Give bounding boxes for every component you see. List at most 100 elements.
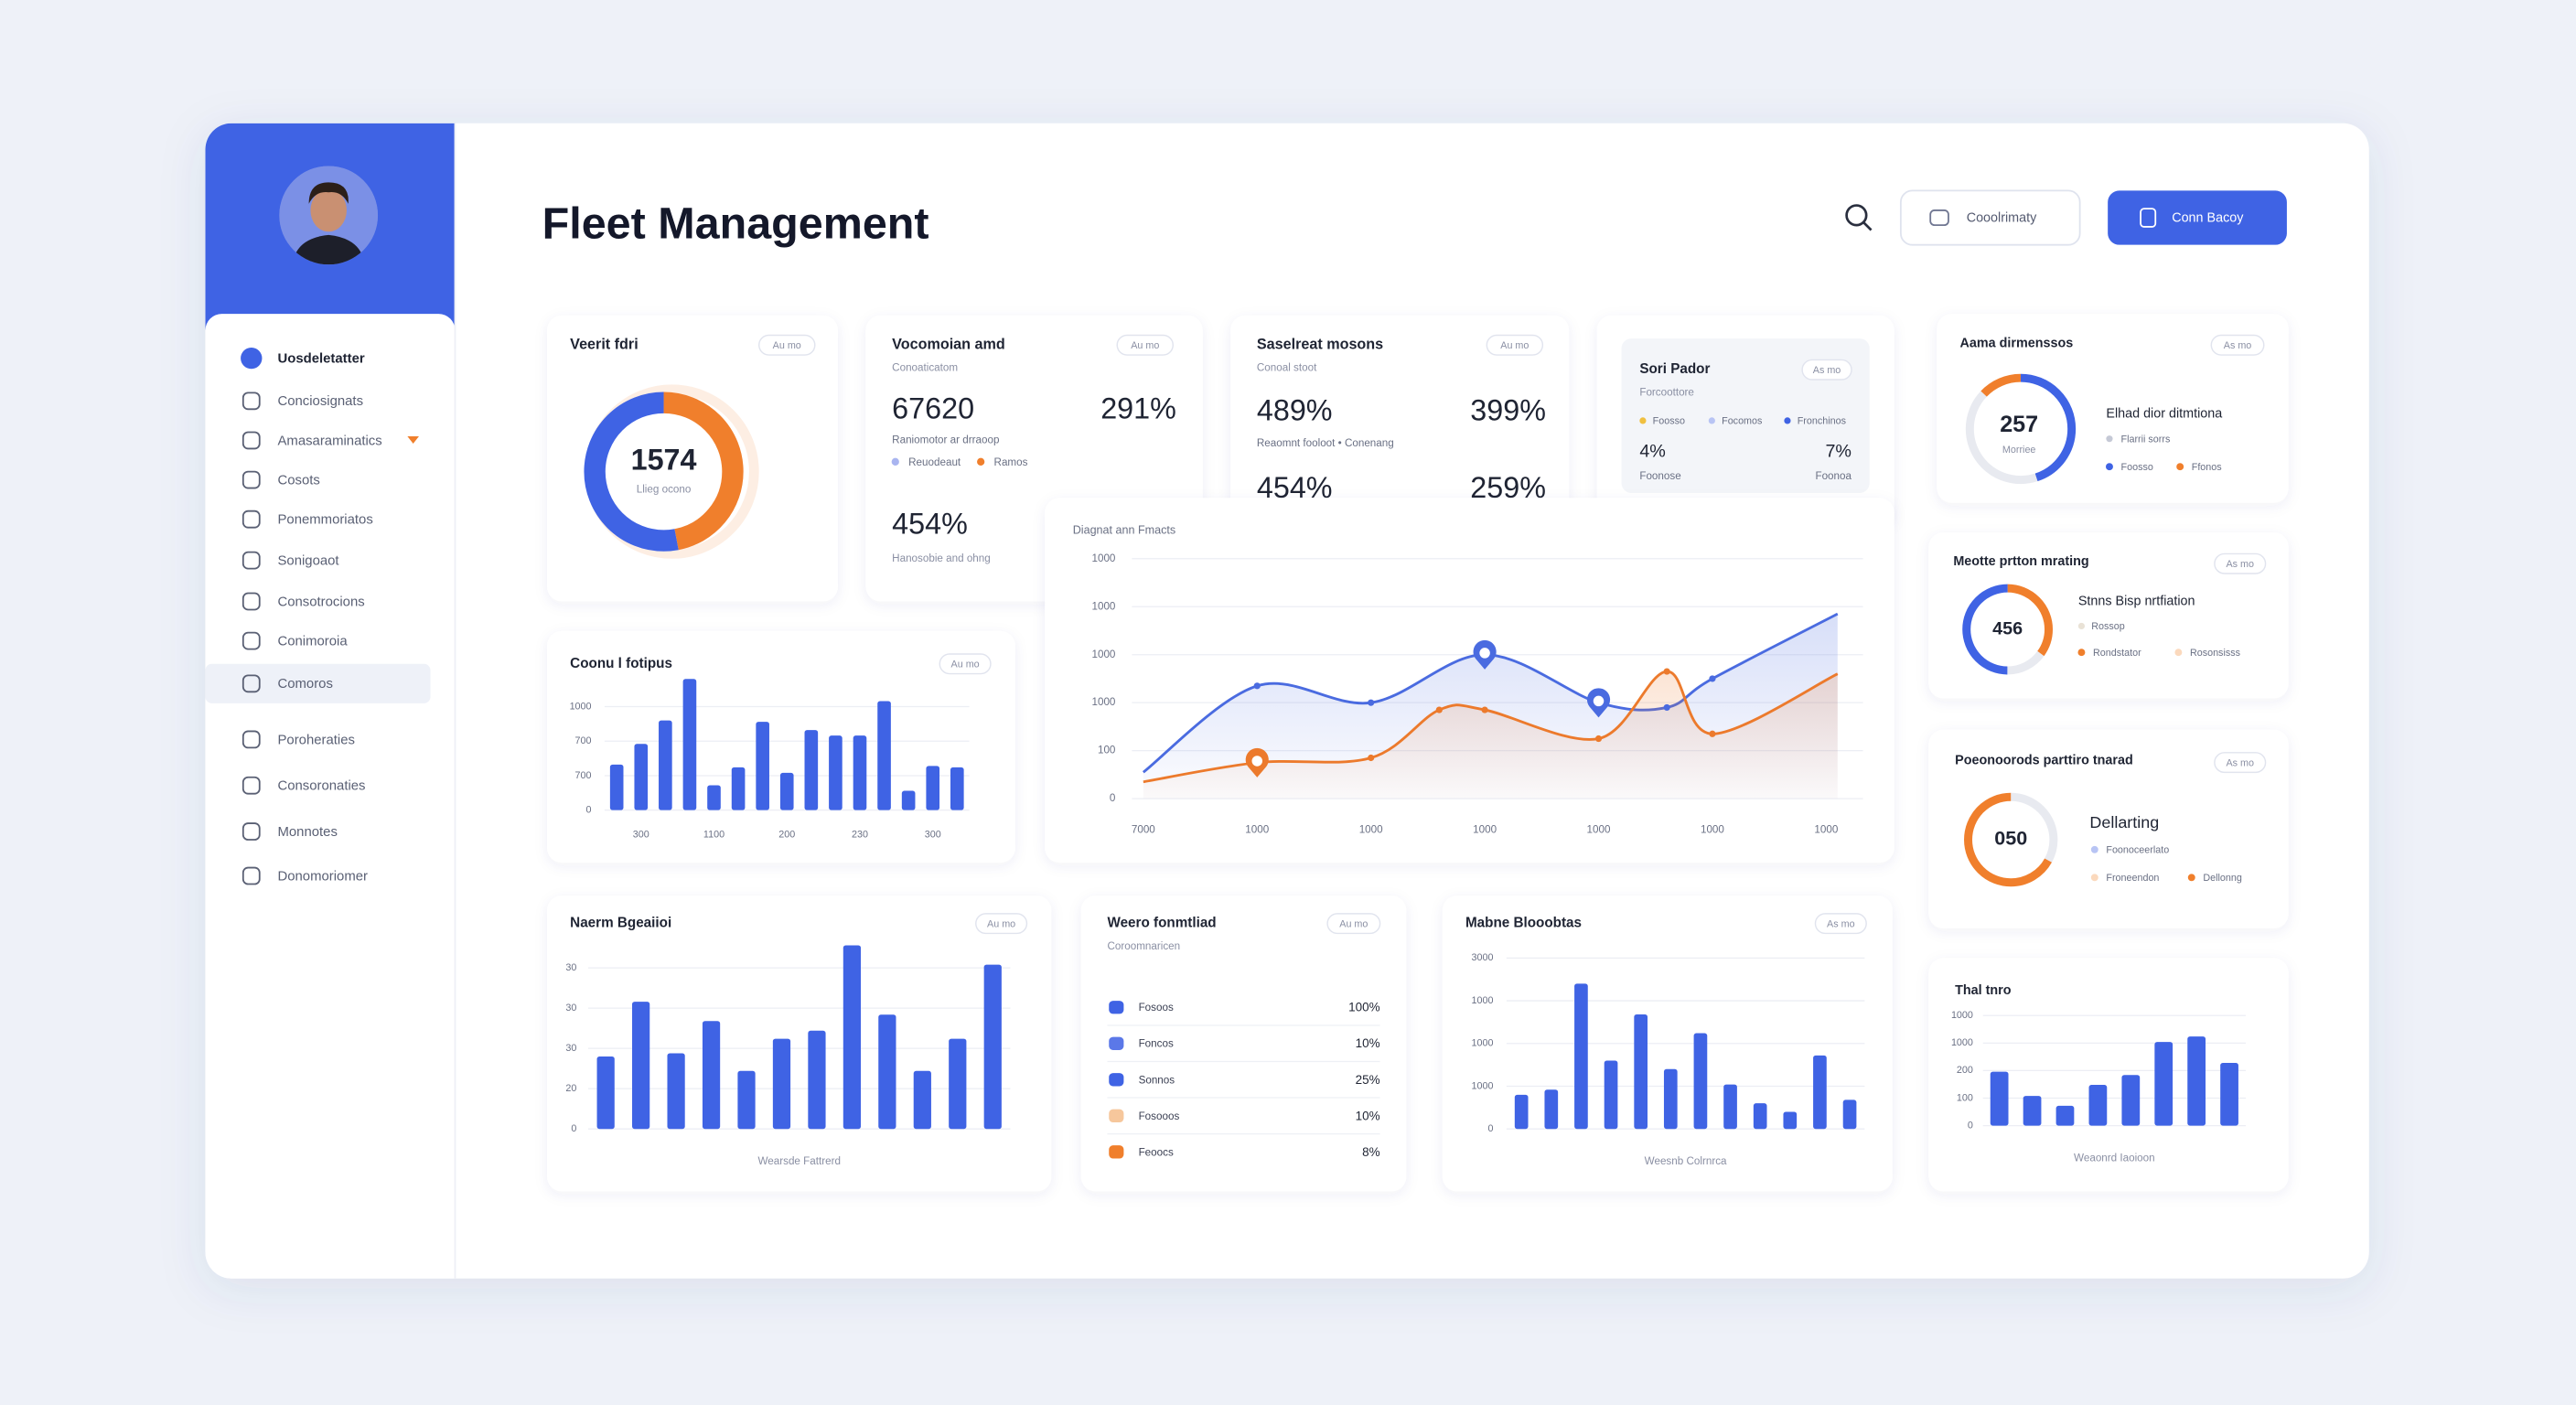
menu-icon <box>242 391 261 411</box>
x-tick-label: 1000 <box>1814 823 1838 835</box>
y-tick-label: 1000 <box>1472 1080 1494 1091</box>
legend-dot <box>1708 417 1715 424</box>
card-heading: Elhad dior ditmtiona <box>2106 407 2222 422</box>
badge-label: Au mo <box>1339 918 1368 929</box>
badge[interactable] <box>2214 552 2267 574</box>
sidebar <box>205 123 456 1279</box>
donut-value: 050 <box>1994 827 2027 850</box>
y-tick-label: 100 <box>1098 745 1116 756</box>
button-label: Conn Bacoy <box>2172 211 2244 226</box>
donut-segment <box>1962 584 2054 675</box>
card-subtitle: Conoaticatom <box>892 361 958 373</box>
row-label: Fosooos <box>1139 1110 1180 1122</box>
line <box>1143 670 1839 784</box>
menu-icon <box>242 551 261 570</box>
badge-label: Au mo <box>1131 340 1159 351</box>
menu-item[interactable]: Amasaraminatics <box>278 434 382 448</box>
point <box>1709 730 1716 737</box>
y-tick-label: 1000 <box>1951 1037 1973 1048</box>
card-line: Foonoceerlato <box>2106 845 2169 856</box>
x-tick-label: 1000 <box>1245 823 1269 835</box>
bar <box>901 790 916 810</box>
avatar[interactable] <box>279 166 379 265</box>
x-tick-label: 230 <box>852 829 868 840</box>
menu-item[interactable]: Monnotes <box>278 825 338 840</box>
legend-dot <box>2106 435 2113 443</box>
menu-item[interactable]: Ponemmoriatos <box>278 513 373 528</box>
x-tick-label: 300 <box>633 829 649 840</box>
badge[interactable] <box>2210 334 2265 356</box>
menu-icon <box>242 866 261 885</box>
menu-item[interactable]: Conciosignats <box>278 394 364 409</box>
menu-icon <box>241 347 263 370</box>
row-icon <box>1109 1036 1124 1050</box>
menu-item[interactable]: Uosdeletatter <box>278 351 365 366</box>
bar <box>1753 1103 1767 1130</box>
bar <box>1544 1089 1559 1130</box>
bar <box>2220 1062 2238 1126</box>
badge-label: Au mo <box>951 660 980 670</box>
y-tick-label: 0 <box>571 1123 576 1134</box>
bar <box>737 1070 756 1130</box>
y-tick-label: 1000 <box>1091 649 1115 660</box>
badge[interactable] <box>757 334 816 356</box>
legend-dot <box>2106 463 2113 471</box>
menu-item[interactable]: Comoros <box>278 677 333 692</box>
badge[interactable] <box>2214 752 2267 774</box>
bar <box>878 1014 896 1130</box>
x-tick-label: 1100 <box>703 829 724 840</box>
dropdown-arrow[interactable] <box>407 435 419 445</box>
secondary-button[interactable]: Cooolrimaty <box>1899 189 2081 246</box>
badge[interactable] <box>975 913 1028 935</box>
menu-item[interactable]: Cosots <box>278 473 320 488</box>
legend-label: Dellonng <box>2203 873 2242 884</box>
menu-item[interactable]: Donomoriomer <box>278 869 369 884</box>
badge[interactable] <box>1326 913 1381 935</box>
y-tick-label: 30 <box>565 1043 576 1054</box>
menu-item[interactable]: Sonigoaot <box>278 553 340 568</box>
primary-button[interactable]: Conn Bacoy <box>2108 190 2287 245</box>
badge-label: As mo <box>2226 757 2254 768</box>
search-button[interactable] <box>1845 204 1873 231</box>
badge[interactable] <box>1116 334 1175 356</box>
card-title: Thal tnro <box>1955 983 2012 998</box>
menu-item[interactable]: Poroheraties <box>278 733 355 747</box>
menu-icon <box>242 509 261 529</box>
card-title: Aama dirmenssos <box>1960 336 2074 350</box>
legend-label: Focomos <box>1722 416 1762 427</box>
badge-label: Au mo <box>1500 340 1529 351</box>
legend-dot <box>1784 417 1791 424</box>
menu-item[interactable]: Consotrocions <box>278 595 365 609</box>
y-tick-label: 1000 <box>1091 600 1115 612</box>
donut-label: Llieg ocono <box>637 483 692 495</box>
point <box>1368 754 1375 762</box>
bar <box>926 766 940 810</box>
row-icon <box>1109 1001 1124 1014</box>
stat-card <box>1230 315 1570 542</box>
card-heading: Dellarting <box>2089 813 2159 831</box>
legend-dot <box>2077 649 2086 657</box>
card-title: Saselreat mosons <box>1257 337 1383 353</box>
bar <box>1663 1068 1678 1130</box>
badge[interactable] <box>939 653 992 675</box>
bar <box>808 1030 826 1130</box>
stat-value: 489% <box>1257 393 1333 426</box>
bar <box>731 767 746 810</box>
bar <box>804 730 819 810</box>
menu-icon <box>242 674 261 693</box>
badge[interactable] <box>1486 334 1544 356</box>
bar <box>829 735 843 810</box>
menu-item[interactable]: Consoronaties <box>278 779 366 794</box>
stat-value: 4% <box>1639 441 1666 461</box>
badge[interactable] <box>1814 913 1867 935</box>
badge[interactable] <box>1801 359 1852 381</box>
legend-dot <box>891 457 899 466</box>
menu-item[interactable]: Conimoroia <box>278 634 349 649</box>
point <box>1435 706 1443 713</box>
badge-label: As mo <box>1813 365 1841 376</box>
card-title: Poeonoorods parttiro tnarad <box>1955 754 2133 768</box>
card-title: Coonu l fotipus <box>570 656 672 671</box>
bar <box>659 720 672 810</box>
